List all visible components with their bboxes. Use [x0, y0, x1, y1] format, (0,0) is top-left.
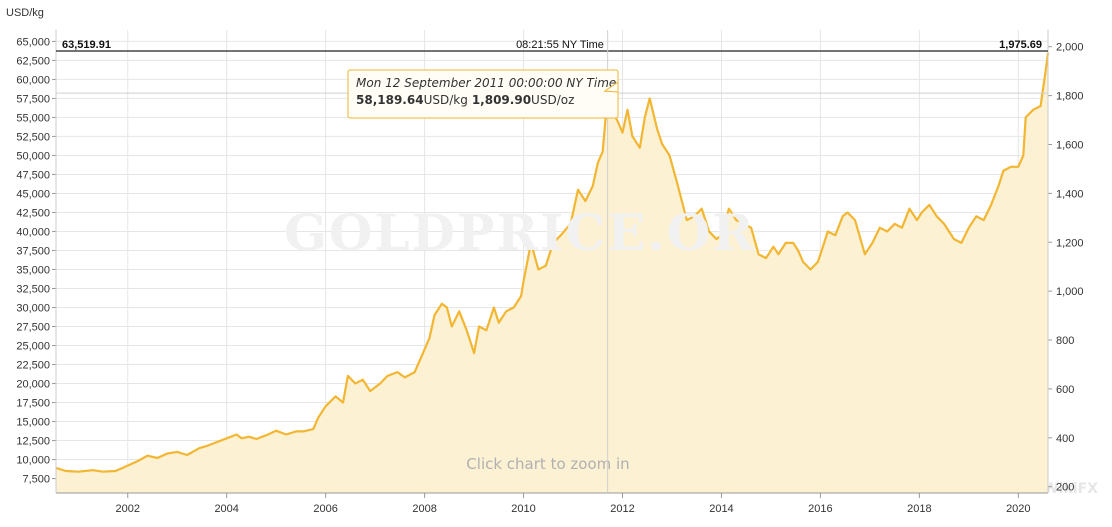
y-left-tick-label: 62,500: [16, 55, 50, 67]
x-tick-label: 2018: [907, 503, 931, 515]
y-left-tick-label: 12,500: [16, 436, 50, 448]
y-left-tick-label: 25,000: [16, 341, 50, 353]
y-left-tick-label: 47,500: [16, 169, 50, 181]
y-right-tick-label: 1,400: [1056, 188, 1084, 200]
y-left-tick-label: 60,000: [16, 74, 50, 86]
x-tick-label: 2020: [1006, 503, 1030, 515]
y-left-tick-label: 15,000: [16, 417, 50, 429]
tooltip-date: Mon 12 September 2011 00:00:00 NY Time: [356, 76, 616, 90]
y-right-tick-label: 2,000: [1056, 42, 1084, 54]
zoom-hint: Click chart to zoom in: [466, 455, 629, 473]
y-right-tick-label: 1,800: [1056, 91, 1084, 103]
tooltip-values: 58,189.64USD/kg 1,809.90USD/oz: [356, 93, 574, 107]
y-left-tick-label: 10,000: [16, 455, 50, 467]
y-left-tick-label: 50,000: [16, 150, 50, 162]
y-left-tick-label: 27,500: [16, 322, 50, 334]
header-right-value: 1,975.69: [999, 39, 1042, 51]
y-right-tick-label: 1,200: [1056, 237, 1084, 249]
x-tick-label: 2014: [709, 503, 733, 515]
y-right-tick-label: 800: [1056, 335, 1074, 347]
y-left-tick-label: 37,500: [16, 245, 50, 257]
y-right-tick-label: 200: [1056, 482, 1074, 494]
x-tick-label: 2002: [115, 503, 139, 515]
axes: 7,500 10,000 12,500 15,000 17,500 20,000 22,50…: [16, 30, 1084, 515]
left-axis-unit: USD/kg: [6, 7, 44, 19]
series-area-fill: [56, 52, 1048, 494]
header-center-time: 08:21:55 NY Time: [516, 39, 604, 51]
y-left-tick-label: 40,000: [16, 226, 50, 238]
tooltip-box: [347, 69, 619, 119]
price-area: [55, 52, 1050, 494]
watermark: GOLDPRICE.OR: [284, 203, 756, 262]
y-right-tick-label: 1,000: [1056, 286, 1084, 298]
y-left-tick-label: 55,000: [16, 112, 50, 124]
y-left-tick-label: 42,500: [16, 207, 50, 219]
header-left-value: 63,519.91: [62, 39, 111, 51]
y-left-tick-label: 35,000: [16, 264, 50, 276]
header-bar: 63,519.91 08:21:55 NY Time 1,975.69: [56, 39, 1048, 52]
y-left-tick-label: 30,000: [16, 302, 50, 314]
tooltip-pointer: [603, 81, 619, 93]
y-left-tick-label: 32,500: [16, 283, 50, 295]
x-tick-label: 2004: [214, 503, 238, 515]
x-tick-label: 2008: [412, 503, 436, 515]
tooltip-usd-kg-unit: USD/kg: [424, 93, 468, 107]
x-tick-label: 2012: [610, 503, 634, 515]
corner-watermark: WikiFX: [1043, 481, 1098, 497]
tooltip-usd-kg: 58,189.64: [356, 93, 424, 107]
tooltip: Mon 12 September 2011 00:00:00 NY Time 5…: [347, 69, 619, 119]
series-line: [55, 52, 1050, 473]
y-right-tick-label: 1,600: [1056, 139, 1084, 151]
y-left-tick-label: 22,500: [16, 360, 50, 372]
tooltip-usd-oz-unit: USD/oz: [531, 93, 574, 107]
x-tick-label: 2016: [808, 503, 832, 515]
y-left-tick-label: 17,500: [16, 398, 50, 410]
x-tick-label: 2006: [313, 503, 337, 515]
y-left-tick-label: 57,500: [16, 93, 50, 105]
x-tick-label: 2010: [511, 503, 535, 515]
y-left-tick-label: 20,000: [16, 379, 50, 391]
y-left-tick-label: 65,000: [16, 36, 50, 48]
y-left-tick-label: 45,000: [16, 188, 50, 200]
y-left-tick-label: 7,500: [22, 474, 50, 486]
y-left-tick-label: 52,500: [16, 131, 50, 143]
y-right-tick-label: 600: [1056, 384, 1074, 396]
tooltip-usd-oz: 1,809.90: [472, 93, 531, 107]
y-right-tick-label: 400: [1056, 433, 1074, 445]
